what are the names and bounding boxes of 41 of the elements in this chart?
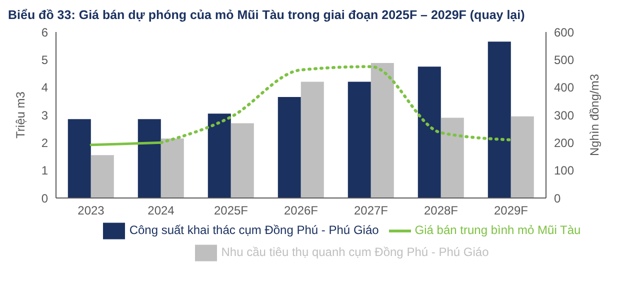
bar (90, 155, 114, 198)
bar (68, 119, 91, 198)
y-tick-label: 0 (41, 191, 48, 206)
y-tick-label: 1 (41, 164, 48, 178)
bar (440, 118, 464, 198)
x-tick-label: 2029F (494, 204, 528, 218)
y2-tick-label: 500 (554, 52, 574, 67)
bar (370, 62, 394, 198)
chart-title: Biểu đồ 33: Giá bán dự phóng của mỏ Mũi Tàu trong giai đoạn 2025F – 2029F (quay lại) (8, 8, 526, 22)
bar (230, 123, 254, 198)
x-tick-label: 2023 (78, 204, 105, 218)
bar (418, 66, 441, 198)
y-tick-label: 3 (41, 108, 48, 122)
x-tick-label: 2027F (354, 204, 388, 218)
bar (348, 82, 371, 198)
x-tick-label: 2025F (214, 204, 248, 218)
x-tick-label: 2024 (148, 204, 175, 218)
y-tick-label: 2 (41, 136, 48, 150)
y2-tick-label: 300 (554, 108, 574, 122)
bar (160, 138, 184, 198)
y2-tick-label: 400 (554, 80, 574, 95)
y2-tick-label: 200 (554, 136, 574, 150)
x-tick-label: 2028F (424, 204, 458, 218)
y2-tick-label: 0 (554, 191, 561, 206)
bar (510, 116, 534, 198)
legend-label: Công suất khai thác cụm Đồng Phú - Phú Giáo (129, 223, 379, 238)
bar (208, 114, 231, 198)
bar (138, 119, 161, 198)
y-tick-label: 4 (41, 80, 48, 95)
y2-tick-label: 100 (554, 164, 574, 178)
y-tick-label: 5 (41, 52, 48, 67)
bar (300, 82, 324, 198)
y2-axis-title: Nghìn đồng/m3 (587, 74, 602, 156)
legend-label: Nhu cầu tiêu thụ quanh cụm Đồng Phú - Phú Giáo (221, 245, 489, 260)
x-tick-label: 2026F (284, 204, 318, 218)
y-tick-label: 6 (41, 25, 48, 40)
bar (488, 42, 511, 198)
bar (278, 97, 301, 198)
y-axis-title: Triệu m3 (13, 91, 28, 138)
legend-label: Giá bán trung bình mỏ Mũi Tàu (414, 223, 581, 238)
y2-tick-label: 600 (554, 25, 574, 40)
